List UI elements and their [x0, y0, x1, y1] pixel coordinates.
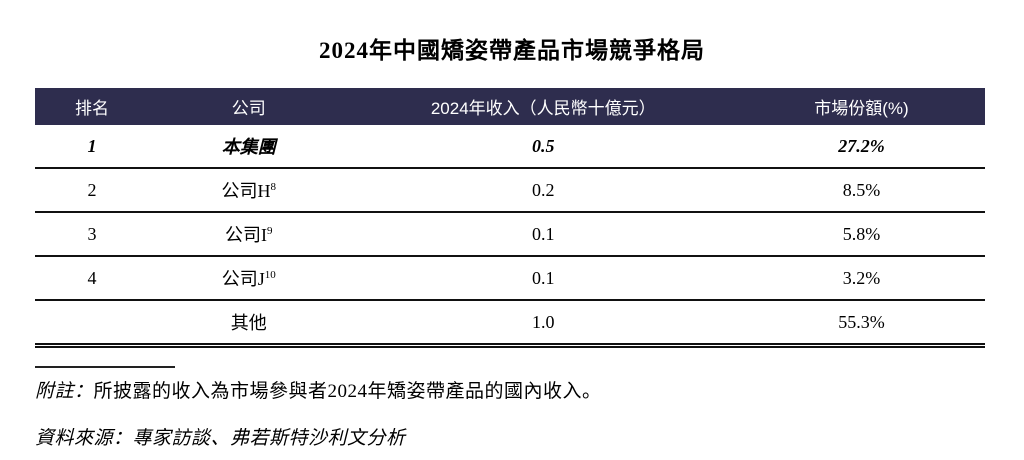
share-value: 5.8%: [842, 223, 881, 244]
rank-value: 4: [87, 267, 97, 288]
column-header-rank: 排名: [75, 99, 109, 118]
column-header-revenue: 2024年收入（人民幣十億元）: [430, 99, 656, 118]
company-name: 公司J10: [149, 265, 349, 291]
footnote-ref: 9: [267, 225, 273, 237]
market-share-table: 排名 公司 2024年收入（人民幣十億元） 市場份額(%) 1 本集團 0.5 …: [35, 88, 985, 348]
footnote-label: 附註：: [35, 381, 94, 402]
rank-value: 2: [87, 179, 97, 200]
column-header-company: 公司: [231, 99, 266, 118]
data-source-text: 資料來源：專家訪談、弗若斯特沙利文分析: [35, 428, 406, 449]
company-name: 公司H8: [149, 177, 349, 203]
footnote-ref: 10: [264, 269, 276, 281]
share-value: 27.2%: [838, 135, 885, 156]
company-label: 本集團: [221, 137, 276, 157]
company-label: 公司J: [221, 269, 265, 289]
table-row: 1 本集團 0.5 27.2%: [35, 125, 985, 169]
revenue-value: 0.5: [532, 135, 555, 156]
table-row: 其他 1.0 55.3%: [35, 301, 985, 348]
company-name: 其他: [149, 309, 349, 335]
revenue-value: 0.1: [532, 223, 555, 244]
revenue-value: 0.1: [532, 267, 555, 288]
table-title: 2024年中國矯姿帶產品市場競爭格局: [319, 38, 705, 63]
rank-value: 1: [87, 135, 97, 156]
table-header-row: 排名 公司 2024年收入（人民幣十億元） 市場份額(%): [35, 88, 985, 125]
company-label: 公司I: [225, 225, 267, 245]
share-value: 8.5%: [842, 179, 881, 200]
company-label: 公司H: [221, 181, 271, 201]
column-header-share: 市場份額(%): [814, 99, 909, 118]
company-name: 本集團: [149, 133, 349, 159]
footnote-ref: 8: [270, 181, 277, 193]
table-row: 3 公司I9 0.1 5.8%: [35, 213, 985, 257]
company-label: 其他: [230, 313, 267, 333]
rank-value: 3: [87, 223, 97, 244]
share-value: 55.3%: [838, 311, 885, 332]
footnote-separator: [35, 366, 175, 368]
table-row: 4 公司J10 0.1 3.2%: [35, 257, 985, 301]
share-value: 3.2%: [842, 267, 881, 288]
footnote-text: 附註：所披露的收入為市場參與者2024年矯姿帶產品的國內收入。: [35, 376, 602, 403]
revenue-value: 0.2: [532, 179, 555, 200]
footnote-body: 所披露的收入為市場參與者2024年矯姿帶產品的國內收入。: [93, 381, 602, 402]
table-row: 2 公司H8 0.2 8.5%: [35, 169, 985, 213]
company-name: 公司I9: [149, 221, 349, 247]
revenue-value: 1.0: [532, 311, 555, 332]
